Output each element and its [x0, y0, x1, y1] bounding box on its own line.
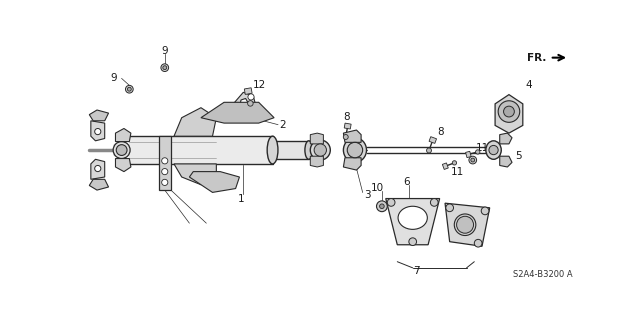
Circle shape: [163, 66, 166, 69]
Polygon shape: [344, 130, 361, 142]
Circle shape: [471, 158, 475, 162]
Text: 4: 4: [526, 80, 532, 90]
Circle shape: [248, 100, 253, 106]
Circle shape: [162, 179, 168, 186]
Circle shape: [343, 134, 348, 140]
Polygon shape: [90, 110, 109, 121]
Circle shape: [162, 169, 168, 175]
Text: 9: 9: [162, 46, 168, 56]
Circle shape: [125, 85, 133, 93]
Text: 5: 5: [515, 151, 522, 161]
Text: 8: 8: [437, 127, 444, 137]
Text: 9: 9: [111, 73, 118, 84]
Circle shape: [498, 101, 520, 122]
Text: 10: 10: [371, 183, 384, 193]
Text: 12: 12: [253, 80, 266, 90]
Ellipse shape: [486, 141, 501, 159]
Text: 7: 7: [413, 266, 420, 276]
Polygon shape: [115, 129, 131, 141]
Ellipse shape: [398, 206, 428, 229]
Circle shape: [452, 161, 456, 165]
Circle shape: [95, 165, 101, 172]
Text: 11: 11: [476, 143, 489, 153]
Circle shape: [474, 239, 482, 247]
Polygon shape: [344, 123, 351, 129]
Circle shape: [426, 148, 431, 153]
Polygon shape: [115, 158, 131, 172]
Text: S2A4-B3200 A: S2A4-B3200 A: [513, 270, 572, 279]
Text: 6: 6: [403, 177, 410, 187]
Text: FR.: FR.: [527, 53, 547, 63]
Polygon shape: [90, 179, 109, 190]
Circle shape: [446, 204, 454, 212]
Ellipse shape: [267, 136, 278, 164]
Circle shape: [116, 145, 127, 156]
Text: 1: 1: [237, 194, 244, 204]
Polygon shape: [442, 163, 448, 170]
Polygon shape: [310, 156, 323, 167]
Polygon shape: [429, 137, 436, 143]
Circle shape: [348, 142, 363, 158]
Polygon shape: [91, 121, 105, 141]
Circle shape: [476, 150, 480, 154]
Text: 2: 2: [280, 120, 286, 130]
Circle shape: [456, 216, 474, 233]
Text: 8: 8: [344, 112, 350, 122]
Circle shape: [409, 238, 417, 245]
Polygon shape: [500, 156, 512, 167]
Polygon shape: [344, 158, 361, 170]
Circle shape: [469, 156, 477, 164]
Polygon shape: [244, 88, 252, 94]
Text: 11: 11: [451, 167, 465, 177]
Circle shape: [431, 198, 438, 206]
Ellipse shape: [113, 141, 130, 158]
Polygon shape: [174, 108, 216, 136]
Ellipse shape: [305, 141, 312, 159]
Polygon shape: [500, 133, 512, 144]
Circle shape: [248, 94, 254, 100]
Polygon shape: [386, 198, 440, 245]
Circle shape: [162, 158, 168, 164]
Ellipse shape: [344, 138, 367, 162]
Circle shape: [504, 106, 515, 117]
Polygon shape: [495, 95, 523, 133]
Polygon shape: [189, 172, 239, 192]
Circle shape: [95, 129, 101, 135]
Circle shape: [387, 198, 395, 206]
Polygon shape: [174, 164, 216, 185]
Polygon shape: [159, 136, 171, 190]
Polygon shape: [201, 102, 274, 123]
Circle shape: [481, 207, 489, 215]
Polygon shape: [445, 203, 490, 246]
Polygon shape: [465, 151, 471, 158]
Polygon shape: [91, 159, 105, 179]
Polygon shape: [129, 136, 273, 164]
Text: 3: 3: [364, 190, 371, 200]
Circle shape: [380, 204, 384, 209]
Circle shape: [127, 87, 131, 91]
Circle shape: [161, 64, 168, 71]
Polygon shape: [310, 133, 323, 144]
Polygon shape: [234, 92, 257, 119]
Polygon shape: [273, 141, 308, 159]
Ellipse shape: [310, 140, 330, 160]
Circle shape: [376, 201, 387, 212]
Circle shape: [489, 145, 498, 155]
Ellipse shape: [454, 214, 476, 236]
Circle shape: [314, 144, 326, 156]
